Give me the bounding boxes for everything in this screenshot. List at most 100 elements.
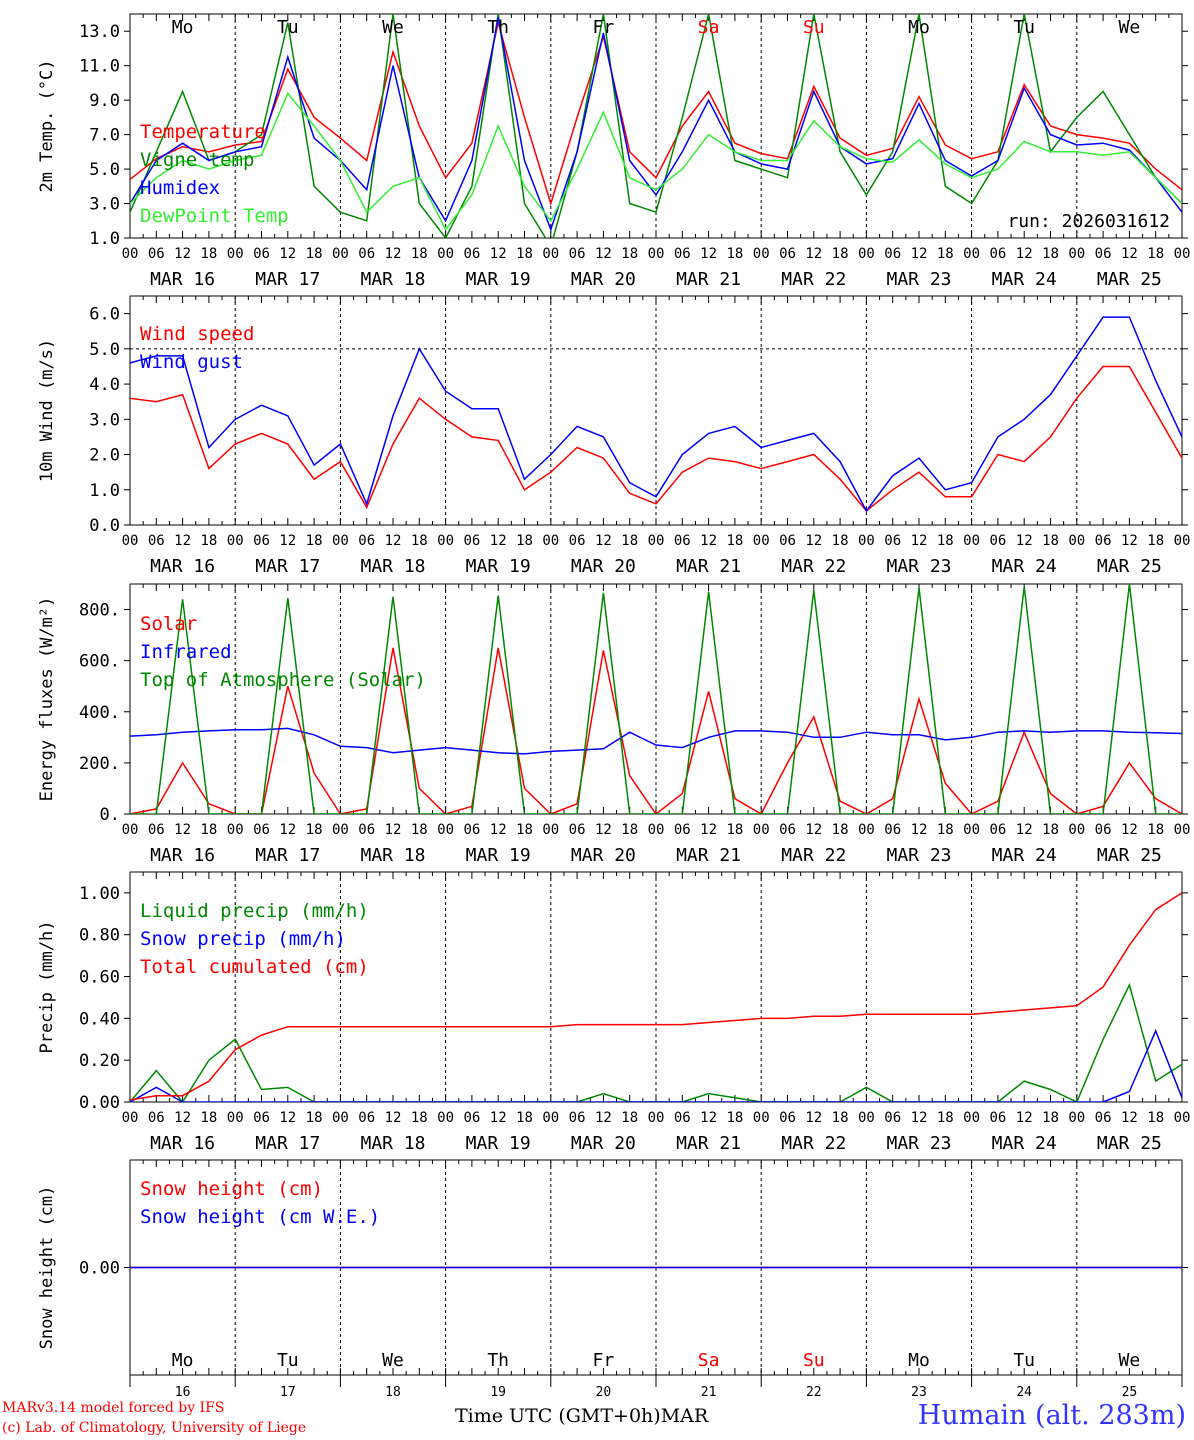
hour-tick-label: 18 bbox=[516, 822, 533, 838]
date-label: MAR 18 bbox=[360, 1133, 425, 1154]
hour-tick-label: 18 bbox=[1147, 246, 1164, 262]
hour-tick-label: 06 bbox=[884, 533, 901, 549]
hour-tick-label: 00 bbox=[437, 246, 454, 262]
hour-tick-label: 00 bbox=[1174, 822, 1191, 838]
hour-tick-label: 06 bbox=[253, 246, 270, 262]
series-vigne-temp bbox=[130, 14, 1182, 238]
y-tick-label: 0.60 bbox=[79, 968, 120, 988]
date-label: MAR 25 bbox=[1097, 845, 1162, 866]
hour-tick-label: 12 bbox=[174, 533, 191, 549]
hour-tick-label: 00 bbox=[122, 533, 139, 549]
day-number-label: 21 bbox=[701, 1385, 717, 1400]
date-label: MAR 22 bbox=[781, 845, 846, 866]
y-tick-label: 1.0 bbox=[89, 481, 120, 501]
date-label: MAR 17 bbox=[255, 269, 320, 290]
hour-tick-label: 00 bbox=[648, 533, 665, 549]
date-label: MAR 20 bbox=[571, 556, 636, 577]
hour-tick-label: 00 bbox=[122, 1110, 139, 1126]
y-tick-label: 0.80 bbox=[79, 926, 120, 946]
date-label: MAR 21 bbox=[676, 1133, 741, 1154]
day-name-label: Mo bbox=[908, 1350, 930, 1371]
hour-tick-label: 00 bbox=[332, 822, 349, 838]
y-tick-label: 4.0 bbox=[89, 375, 120, 395]
hour-tick-label: 00 bbox=[542, 1110, 559, 1126]
date-label: MAR 17 bbox=[255, 556, 320, 577]
y-tick-label: 1.0 bbox=[89, 229, 120, 249]
hour-tick-label: 12 bbox=[1121, 246, 1138, 262]
day-name-label: Th bbox=[487, 1350, 509, 1371]
day-name-label: Mo bbox=[172, 1350, 194, 1371]
x-axis-title: Time UTC (GMT+0h)MAR bbox=[455, 1405, 709, 1427]
legend-entry: Vigne temp bbox=[140, 149, 254, 171]
hour-tick-label: 06 bbox=[253, 822, 270, 838]
panel-temp: 1.0 3.0 5.0 7.0 9.0 11.0 13.0 2m Temp. (°C) Temp… bbox=[37, 13, 1190, 290]
hour-tick-label: 06 bbox=[989, 822, 1006, 838]
hour-tick-label: 12 bbox=[595, 533, 612, 549]
hour-tick-label: 00 bbox=[1068, 822, 1085, 838]
hour-tick-label: 00 bbox=[858, 533, 875, 549]
date-label: MAR 24 bbox=[992, 1133, 1057, 1154]
legend-entry: Top of Atmosphere (Solar) bbox=[140, 669, 426, 691]
hour-tick-label: 18 bbox=[1042, 822, 1059, 838]
date-label: MAR 22 bbox=[781, 556, 846, 577]
hour-tick-label: 00 bbox=[122, 246, 139, 262]
hour-tick-label: 18 bbox=[200, 1110, 217, 1126]
series-wind-speed bbox=[130, 365, 1182, 512]
y-tick-label: 1.00 bbox=[79, 884, 120, 904]
hour-tick-label: 06 bbox=[463, 822, 480, 838]
hour-tick-label: 12 bbox=[174, 822, 191, 838]
legend-entry: Snow height (cm) bbox=[140, 1178, 323, 1200]
date-label: MAR 23 bbox=[886, 845, 951, 866]
hour-tick-label: 12 bbox=[490, 822, 507, 838]
hour-tick-label: 12 bbox=[385, 246, 402, 262]
hour-tick-label: 06 bbox=[569, 533, 586, 549]
day-name-label: Mo bbox=[172, 17, 194, 38]
y-tick-label: 2.0 bbox=[89, 446, 120, 466]
legend-entry: Temperature bbox=[140, 121, 266, 143]
hour-tick-label: 18 bbox=[1042, 246, 1059, 262]
date-label: MAR 18 bbox=[360, 845, 425, 866]
day-name-label: Fr bbox=[593, 1350, 615, 1371]
hour-tick-label: 00 bbox=[437, 533, 454, 549]
hour-tick-label: 12 bbox=[805, 246, 822, 262]
hour-tick-label: 12 bbox=[805, 822, 822, 838]
hour-tick-label: 06 bbox=[779, 822, 796, 838]
hour-tick-label: 00 bbox=[963, 822, 980, 838]
y-tick-label: 0. bbox=[100, 805, 120, 825]
hour-tick-label: 18 bbox=[306, 1110, 323, 1126]
y-tick-label: 5.0 bbox=[89, 160, 120, 180]
hour-tick-label: 12 bbox=[700, 822, 717, 838]
hour-tick-label: 06 bbox=[569, 1110, 586, 1126]
credit-lab: (c) Lab. of Climatology, University of L… bbox=[2, 1420, 307, 1436]
hour-tick-label: 18 bbox=[621, 533, 638, 549]
hour-tick-label: 06 bbox=[463, 533, 480, 549]
hour-tick-label: 12 bbox=[1016, 822, 1033, 838]
hour-tick-label: 12 bbox=[1121, 533, 1138, 549]
day-name-label: Sa bbox=[698, 17, 720, 38]
y-tick-label: 0.0 bbox=[89, 516, 120, 536]
hour-tick-label: 18 bbox=[621, 822, 638, 838]
hour-tick-label: 00 bbox=[1068, 1110, 1085, 1126]
date-label: MAR 25 bbox=[1097, 1133, 1162, 1154]
hour-tick-label: 00 bbox=[332, 1110, 349, 1126]
panel-energy: 0. 200. 400. 600. 800. Energy fluxes (W/m²) So… bbox=[37, 583, 1191, 866]
hour-tick-label: 18 bbox=[726, 1110, 743, 1126]
hour-tick-label: 18 bbox=[516, 1110, 533, 1126]
date-label: MAR 21 bbox=[676, 556, 741, 577]
day-number-label: 16 bbox=[175, 1385, 191, 1400]
series-humidex bbox=[130, 17, 1182, 232]
hour-tick-label: 06 bbox=[1095, 533, 1112, 549]
hour-tick-label: 18 bbox=[937, 822, 954, 838]
hour-tick-label: 12 bbox=[385, 533, 402, 549]
hour-tick-label: 12 bbox=[1121, 822, 1138, 838]
hour-tick-label: 06 bbox=[569, 822, 586, 838]
legend-entry: Infrared bbox=[140, 641, 232, 663]
legend-entry: Humidex bbox=[140, 177, 220, 199]
hour-tick-label: 12 bbox=[385, 1110, 402, 1126]
day-number-label: 25 bbox=[1122, 1385, 1138, 1400]
hour-tick-label: 18 bbox=[832, 246, 849, 262]
hour-tick-label: 12 bbox=[595, 246, 612, 262]
legend-entry: Snow height (cm W.E.) bbox=[140, 1206, 380, 1228]
hour-tick-label: 18 bbox=[832, 533, 849, 549]
hour-tick-label: 06 bbox=[569, 246, 586, 262]
